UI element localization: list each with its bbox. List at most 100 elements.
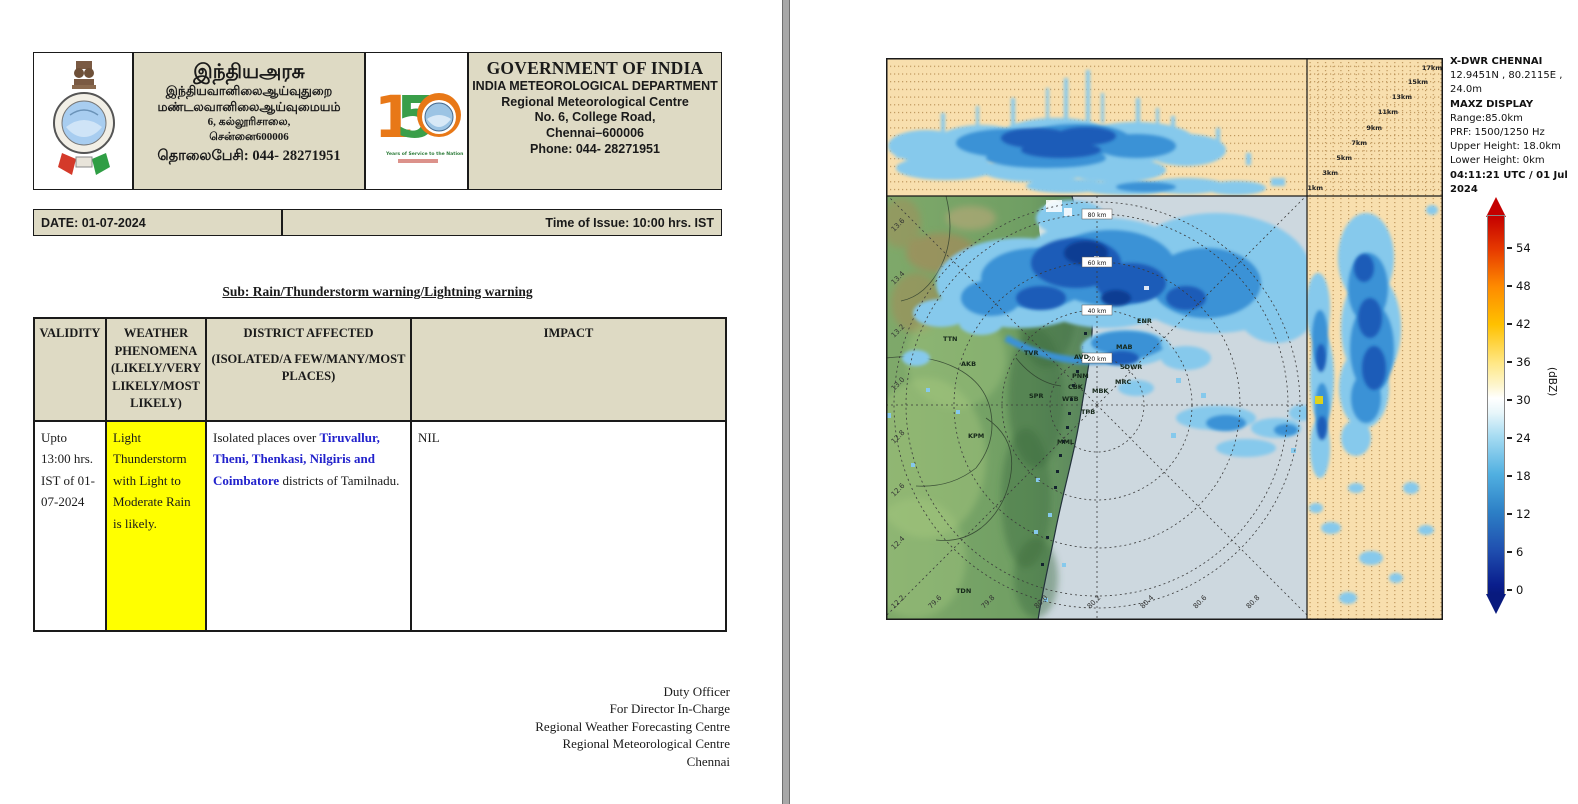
range-label: 80 km (1088, 212, 1107, 219)
station-label: SDWR (1120, 363, 1142, 371)
radar-maxz-figure: 80 km 60 km 40 km 20 km TTN TVR AKB AVD … (886, 58, 1443, 620)
station-label: SPR (1029, 392, 1043, 400)
gov-address1: No. 6, College Road, (534, 110, 656, 125)
logo150-hindi-line (398, 159, 438, 163)
height-label: 11km (1378, 108, 1398, 116)
radar-lower-height: Lower Height: 0km (1450, 155, 1545, 167)
pane-divider[interactable] (782, 0, 790, 804)
col-header-phenomena-label: WEATHER PHENOMENA (LIKELY/VERY LIKELY/MO… (111, 326, 202, 410)
station-label: CBK (1068, 383, 1084, 391)
colorbar-tick: 24 (1516, 431, 1531, 445)
station-label: MAB (1116, 343, 1132, 351)
cell-impact: NIL (411, 421, 726, 631)
right-panel-echoes (1307, 205, 1438, 604)
validity-value: Upto 13:00 hrs. IST of 01-07-2024 (41, 430, 95, 510)
tamil-address2: சென்னை600006 (209, 130, 289, 143)
radar-info-block: X-DWR CHENNAI 12.9451N , 80.2115E , 24.0… (1450, 55, 1578, 197)
bulletin-page: இந்தியஅரசு இந்தியவானிலைஆய்வுதுறை மண்டலவா… (0, 0, 782, 804)
range-label: 40 km (1088, 308, 1107, 315)
colorbar-arrow-down (1486, 594, 1506, 614)
signature-line: Regional Weather Forecasting Centre (535, 718, 730, 734)
range-label: 20 km (1088, 356, 1107, 363)
colorbar-tick: 12 (1516, 507, 1531, 521)
radar-timestamp: 04:11:21 UTC / 01 Jul 2024 (1450, 169, 1568, 195)
colorbar-tick: 30 (1516, 393, 1531, 407)
district-prefix: Isolated places over (213, 430, 320, 445)
ribbon-icon (58, 153, 110, 175)
height-label: 9km (1366, 124, 1382, 132)
cell-phenomena: Light Thunderstorm with Light to Moderat… (106, 421, 206, 631)
station-label: TVR (1024, 349, 1038, 357)
station-label: ENR (1137, 317, 1152, 325)
cell-district: Isolated places over Tiruvallur, Theni, … (206, 421, 411, 631)
signature-line: For Director In-Charge (609, 701, 730, 717)
logo150-cell: 1 5 Years of Service to the Nation (365, 52, 468, 190)
tamil-address1: 6, கல்லூரிசாலை, (207, 116, 291, 129)
phenomena-value: Light Thunderstorm with Light to Moderat… (113, 430, 191, 531)
tamil-phone: தொலைபேசி: 044- 28271951 (157, 147, 341, 164)
logo150-digit-1: 1 (374, 83, 414, 151)
height-label: 17km (1422, 64, 1442, 72)
station-label: MRC (1115, 378, 1131, 386)
station-label: AKB (961, 360, 976, 368)
district-suffix: districts of Tamilnadu. (279, 472, 400, 488)
station-label: TTN (943, 335, 957, 343)
col-header-district: DISTRICT AFFECTED (ISOLATED/A FEW/MANY/M… (206, 318, 411, 421)
panel-borders (886, 58, 1443, 620)
station-label: KPM (968, 432, 984, 440)
colorbar-tick: 6 (1516, 545, 1524, 559)
colorbar-tick: 18 (1516, 469, 1531, 483)
imd-150-years-logo: 1 5 Years of Service to the Nation (374, 83, 463, 163)
height-label: 13km (1392, 93, 1412, 101)
colorbar-gradient (1487, 215, 1505, 595)
radar-product-name: MAXZ DISPLAY (1450, 98, 1534, 110)
subject-line: Sub: Rain/Thunderstorm warning/Lightning… (222, 284, 533, 299)
radar-prf: PRF: 1500/1250 Hz (1450, 127, 1545, 139)
signature-line: Chennai (686, 753, 730, 769)
colorbar-unit-label: (dBZ) (1546, 367, 1558, 397)
station-label: MBK (1092, 387, 1109, 395)
yellow-echo-cell (1315, 396, 1323, 404)
height-label: 5km (1336, 154, 1352, 162)
header-tamil-cell: இந்தியஅரசு இந்தியவானிலைஆய்வுதுறை மண்டலவா… (133, 52, 365, 190)
tamil-title: இந்தியஅரசு (193, 61, 305, 83)
globe-seal-icon (53, 92, 115, 154)
cell-validity: Upto 13:00 hrs. IST of 01-07-2024 (34, 421, 106, 631)
colorbar-arrow-up (1486, 197, 1506, 217)
colorbar-tick: 48 (1516, 279, 1531, 293)
radar-page: 80 km 60 km 40 km 20 km TTN TVR AKB AVD … (790, 0, 1578, 804)
time-of-issue-value: Time of Issue: 10:00 hrs. IST (545, 215, 714, 230)
logo150-caption: Years of Service to the Nation (385, 151, 463, 157)
signature-line: Regional Meteorological Centre (562, 736, 730, 752)
station-label: MML (1057, 438, 1074, 446)
radar-station-name: X-DWR CHENNAI (1450, 56, 1543, 67)
warning-table: VALIDITY WEATHER PHENOMENA (LIKELY/VERY … (33, 317, 727, 632)
tamil-centre: மண்டலவானிலைஆய்வுமையம் (157, 99, 341, 114)
col-header-phenomena: WEATHER PHENOMENA (LIKELY/VERY LIKELY/MO… (106, 318, 206, 421)
main-panel-echoes (886, 200, 1307, 602)
colorbar-tick: 36 (1516, 355, 1531, 369)
col-header-district-line2: (ISOLATED/A FEW/MANY/MOST PLACES) (211, 351, 406, 384)
range-label: 60 km (1088, 260, 1107, 267)
ashoka-lions-icon (72, 61, 96, 89)
signature-line: Duty Officer (663, 684, 730, 699)
imd-emblem-cell (33, 52, 133, 190)
reflectivity-colorbar: 54 48 42 36 30 24 18 12 6 0 (dBZ) (1486, 197, 1578, 637)
radar-upper-height: Upper Height: 18.0km (1450, 141, 1561, 153)
signature-block: Duty Officer For Director In-Charge Regi… (360, 683, 730, 770)
station-label: TDN (956, 587, 971, 595)
tamil-dept: இந்தியவானிலைஆய்வுதுறை (165, 84, 333, 98)
colorbar-tick: 42 (1516, 317, 1531, 331)
date-value: DATE: 01-07-2024 (41, 215, 146, 230)
height-scale-labels: 17km 15km 13km 11km 9km 7km 5km 3km 1km (1307, 64, 1442, 192)
date-cell: DATE: 01-07-2024 (33, 209, 282, 236)
logo150-globe-zero-icon (417, 93, 461, 137)
radar-range: Range:85.0km (1450, 112, 1523, 124)
height-label: 1km (1307, 184, 1323, 192)
station-labels: TTN TVR AKB AVD PNM CBK SPR WTB TPB KPM … (943, 317, 1152, 595)
echo-speckles (886, 216, 1299, 602)
col-header-validity-label: VALIDITY (39, 326, 101, 340)
range-ring-labels: 80 km 60 km 40 km 20 km (1081, 208, 1113, 364)
top-panel-echoes (888, 70, 1285, 195)
